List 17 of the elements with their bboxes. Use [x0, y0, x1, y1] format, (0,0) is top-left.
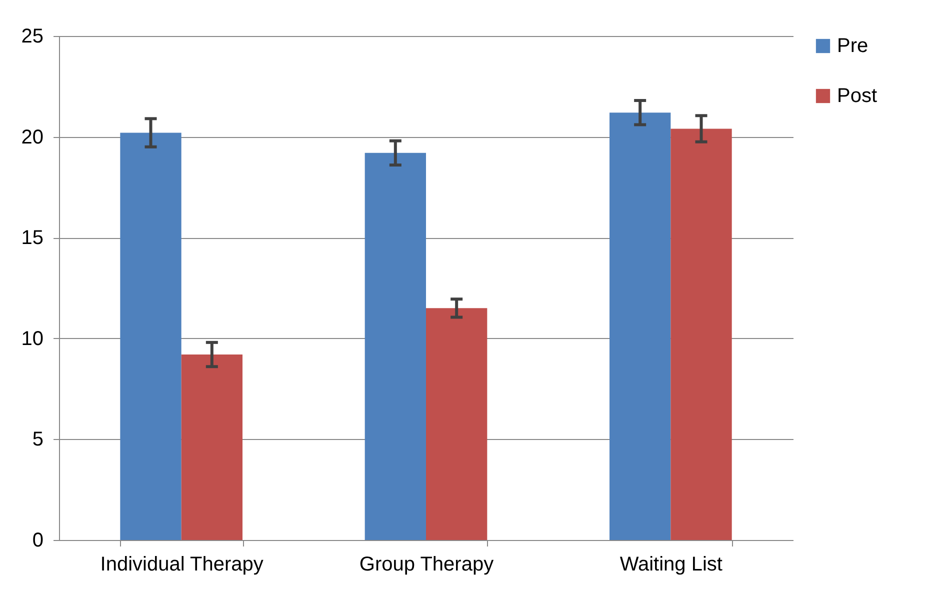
legend-label: Pre — [837, 35, 868, 57]
y-tick-label: 10 — [21, 328, 44, 350]
legend-label: Post — [837, 85, 878, 107]
bar — [120, 132, 182, 540]
y-tick-label: 0 — [32, 530, 44, 552]
bar — [181, 354, 242, 540]
y-tick-label: 5 — [32, 428, 44, 451]
x-tick-label: Group Therapy — [359, 554, 494, 576]
bar — [610, 112, 671, 540]
bar — [670, 128, 732, 540]
y-tick-label: 25 — [21, 26, 44, 48]
x-tick-label: Individual Therapy — [100, 554, 264, 576]
bar — [426, 308, 488, 540]
y-tick-label: 20 — [21, 126, 44, 148]
bar — [364, 152, 426, 540]
x-tick-label: Waiting List — [620, 554, 723, 576]
y-tick-label: 15 — [21, 227, 44, 250]
